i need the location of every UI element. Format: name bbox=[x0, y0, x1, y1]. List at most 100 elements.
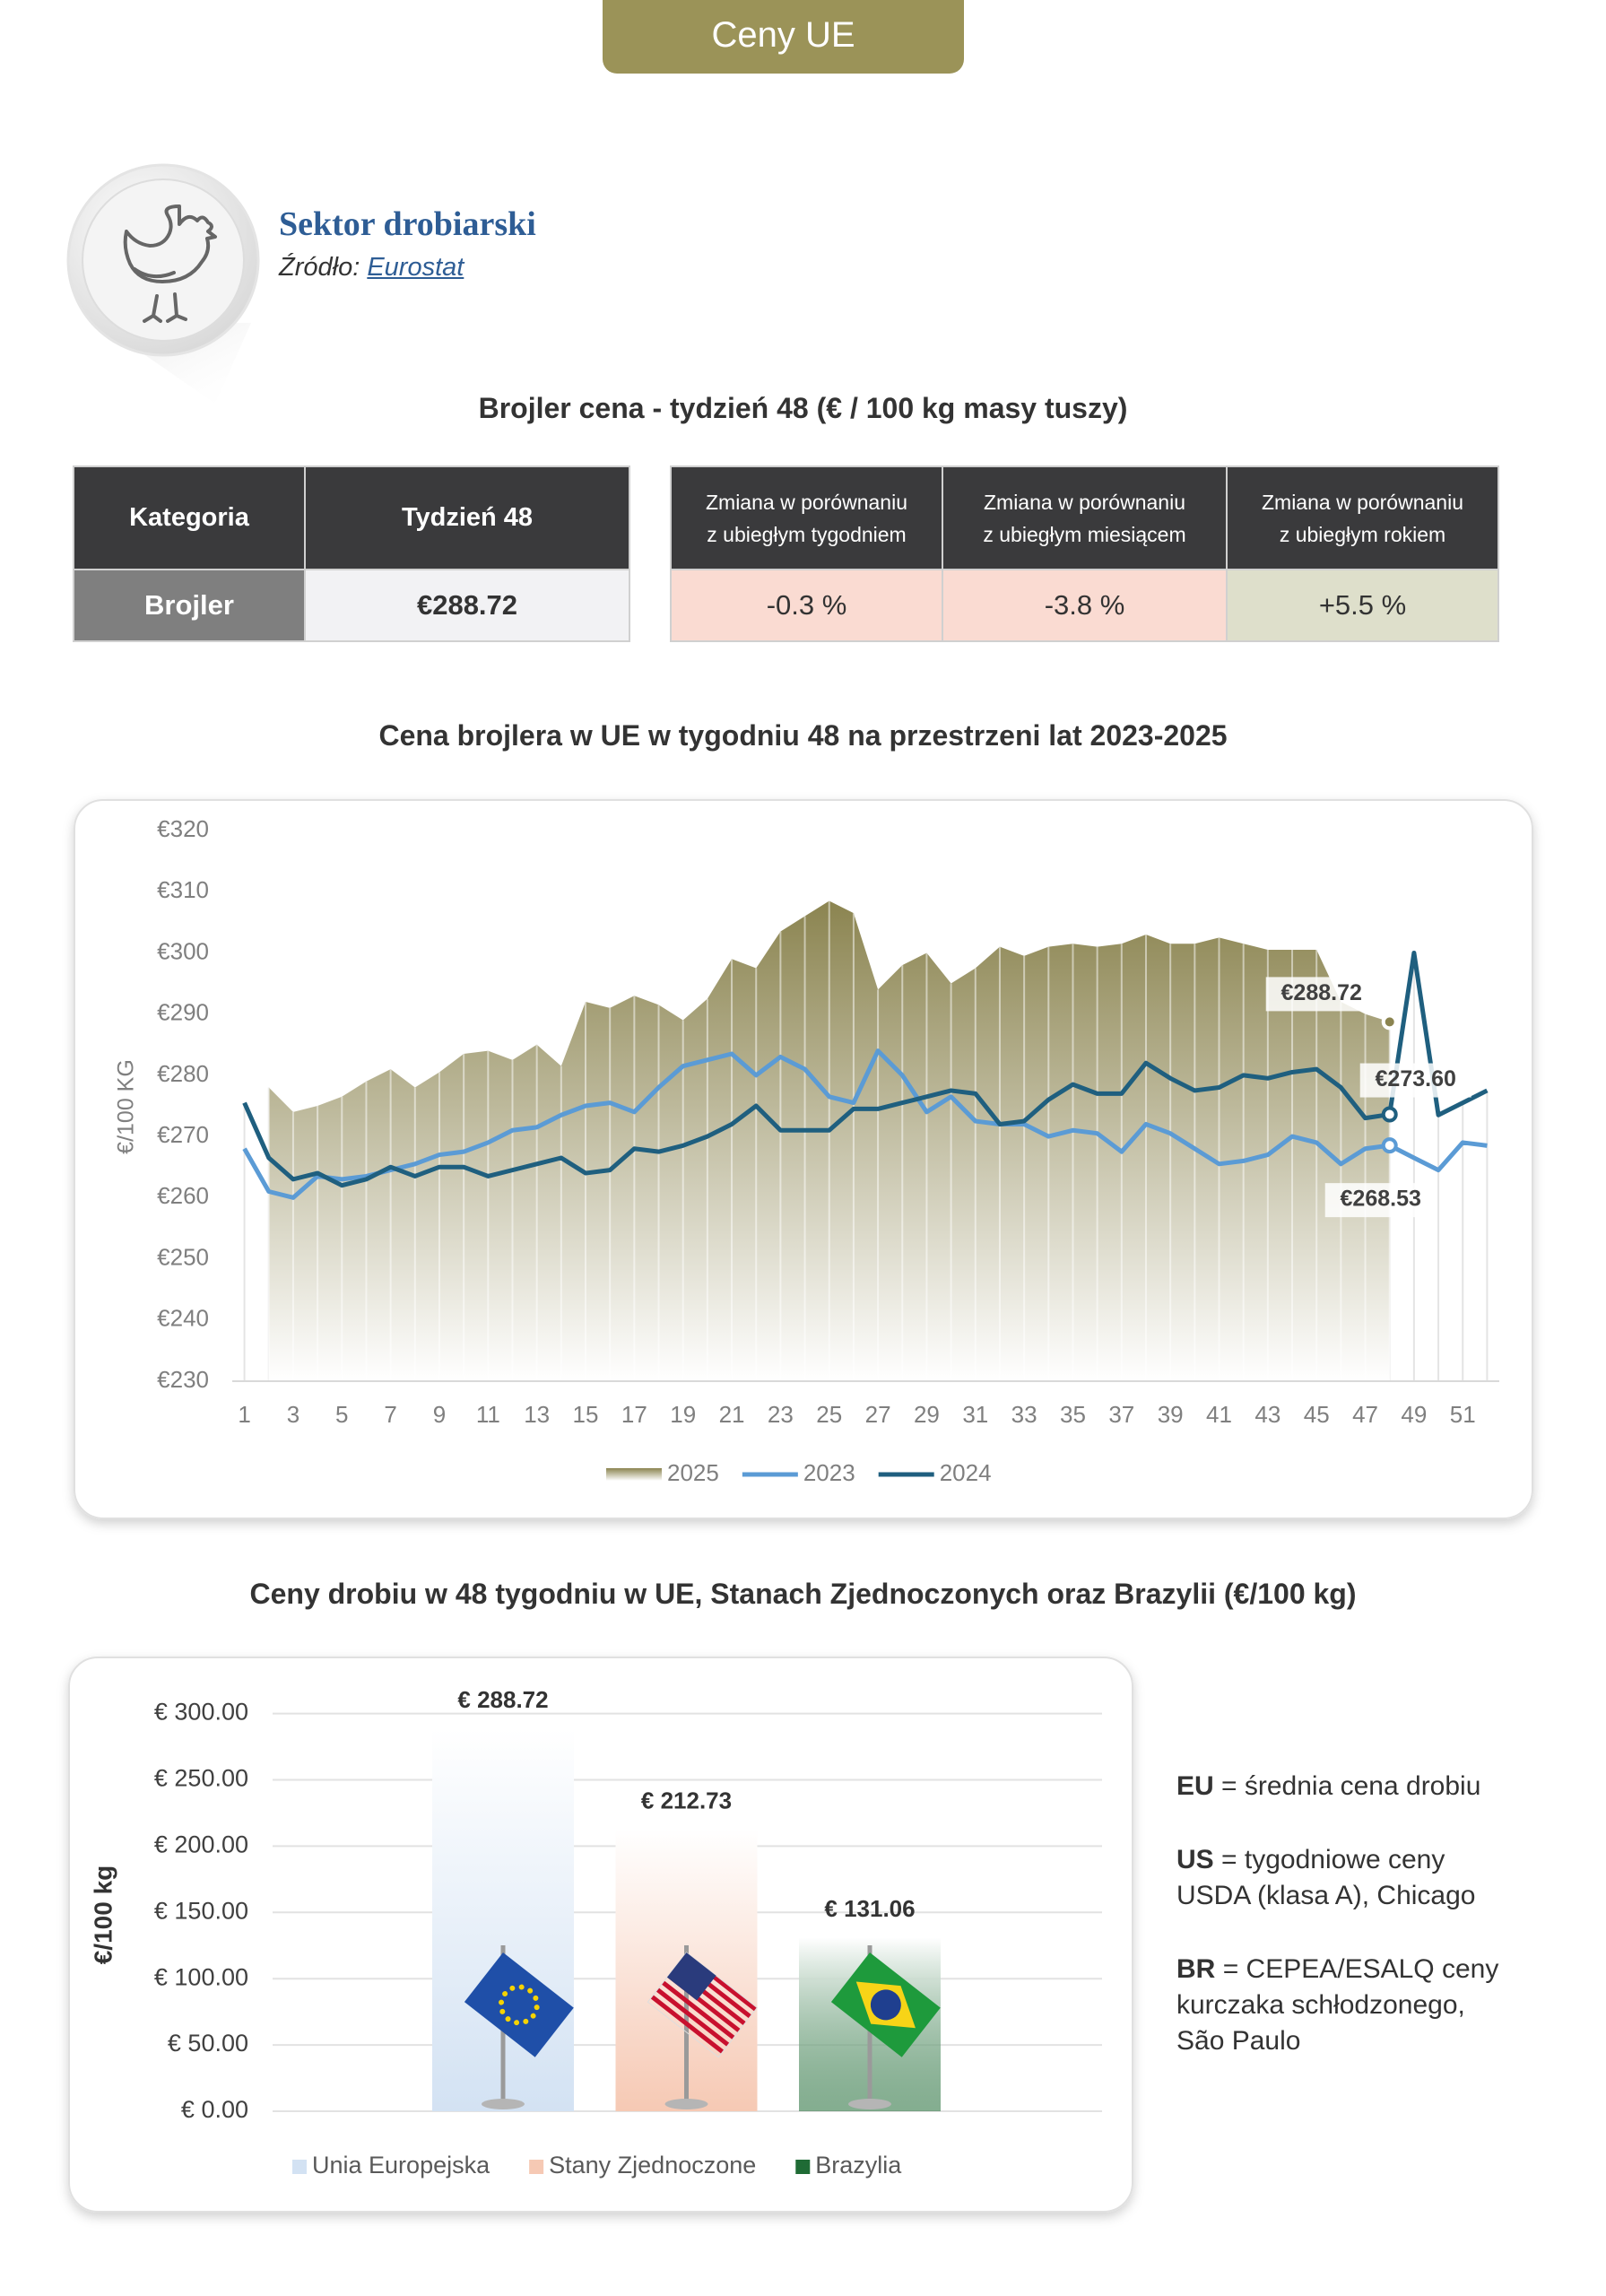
x-tick-label: 9 bbox=[433, 1401, 446, 1428]
data-label: € 131.06 bbox=[824, 1895, 915, 1922]
flag-star bbox=[502, 1991, 508, 1997]
legend-label: 2023 bbox=[803, 1459, 855, 1486]
point-marker bbox=[1381, 1013, 1398, 1031]
x-tick-label: 47 bbox=[1352, 1401, 1378, 1428]
header-line: z ubiegłym rokiem bbox=[1279, 522, 1446, 546]
flag-canton bbox=[666, 1952, 716, 2001]
table-header: Zmiana w porównaniu z ubiegłym miesiącem bbox=[942, 465, 1228, 570]
table-title: Brojler cena - tydzień 48 (€ / 100 kg ma… bbox=[478, 392, 1128, 424]
y-axis-title: €/100 KG bbox=[114, 1059, 139, 1154]
notes: EU = średnia cena drobiu US = tygodniowe … bbox=[1176, 1769, 1571, 2097]
chart-title: Cena brojlera w UE w tygodniu 48 na prze… bbox=[378, 719, 1228, 752]
x-tick-label: 25 bbox=[816, 1401, 842, 1428]
data-label: €273.60 bbox=[1376, 1066, 1456, 1091]
note-code: EU bbox=[1176, 1771, 1214, 1801]
flag bbox=[830, 1952, 941, 2057]
flag bbox=[464, 1952, 574, 2057]
legend-swatch bbox=[606, 1468, 662, 1481]
y-tick-label: €290 bbox=[157, 999, 209, 1026]
y-tick-label: € 300.00 bbox=[154, 1699, 248, 1726]
table-cell: -3.8 % bbox=[942, 569, 1228, 642]
x-tick-label: 43 bbox=[1254, 1401, 1280, 1428]
flag-stripe bbox=[647, 1952, 759, 2058]
note: BR = CEPEA/ESALQ ceny kurczaka schłodzone… bbox=[1176, 1952, 1571, 2059]
line-chart: €230 €240 €250 €260 €270 €280 €290 €300 €310 €320… bbox=[114, 815, 1499, 1486]
data-label-box bbox=[1265, 977, 1377, 1012]
data-label: € 288.72 bbox=[457, 1686, 548, 1713]
note-text: São Paulo bbox=[1176, 2026, 1301, 2056]
data-label: € 212.73 bbox=[641, 1787, 732, 1813]
legend-swatch bbox=[529, 2160, 544, 2174]
x-tick-label: 45 bbox=[1304, 1401, 1330, 1428]
y-tick-label: € 100.00 bbox=[154, 1963, 248, 1990]
y-tick-label: €270 bbox=[157, 1121, 209, 1148]
header-tab: Ceny UE bbox=[603, 0, 964, 74]
legend-swatch bbox=[292, 2160, 307, 2174]
flag-stripe bbox=[655, 1987, 730, 2047]
y-tick-label: €300 bbox=[157, 937, 209, 964]
flag-star bbox=[534, 2005, 540, 2011]
flag-star bbox=[514, 2020, 520, 2026]
y-tick-label: €230 bbox=[157, 1366, 209, 1393]
flag-star bbox=[533, 1995, 539, 2001]
x-tick-label: 51 bbox=[1450, 1401, 1476, 1428]
x-tick-label: 7 bbox=[384, 1401, 396, 1428]
y-tick-label: € 150.00 bbox=[154, 1897, 248, 1924]
section-title: Sektor drobiarski bbox=[279, 205, 536, 243]
x-tick-label: 13 bbox=[524, 1401, 550, 1428]
source-link[interactable]: Eurostat bbox=[367, 253, 464, 282]
table-cell: +5.5 % bbox=[1226, 569, 1499, 642]
note-text: kurczaka schłodzonego, bbox=[1176, 1990, 1465, 2020]
header-line: Zmiana w porównaniu bbox=[1261, 490, 1463, 514]
legend-label: Brazylia bbox=[815, 2152, 902, 2179]
y-tick-label: € 0.00 bbox=[181, 2096, 248, 2123]
x-tick-label: 49 bbox=[1401, 1401, 1427, 1428]
x-tick-label: 37 bbox=[1108, 1401, 1134, 1428]
legend-label: Unia Europejska bbox=[312, 2152, 490, 2179]
y-tick-label: € 200.00 bbox=[154, 1831, 248, 1858]
table-header: Zmiana w porównaniu z ubiegłym tygodniem bbox=[670, 465, 943, 570]
flag-star bbox=[499, 1999, 505, 2005]
note-text: = CEPEA/ESALQ ceny bbox=[1222, 1954, 1499, 1984]
line bbox=[242, 1048, 1488, 1200]
note-text: = tygodniowe ceny bbox=[1221, 1845, 1445, 1874]
y-axis-title: €/100 kg bbox=[89, 1866, 117, 1965]
x-tick-label: 23 bbox=[768, 1401, 794, 1428]
note: US = tygodniowe ceny USDA (klasa A), Chic… bbox=[1176, 1842, 1571, 1914]
table-header: Kategoria bbox=[73, 465, 306, 570]
x-tick-label: 17 bbox=[621, 1401, 647, 1428]
y-tick-label: €320 bbox=[157, 815, 209, 842]
note-text: = średnia cena drobiu bbox=[1221, 1771, 1481, 1801]
flag-base bbox=[482, 2099, 525, 2109]
x-tick-label: 33 bbox=[1011, 1401, 1037, 1428]
flag bbox=[647, 1952, 759, 2058]
table-cell: Brojler bbox=[73, 569, 306, 642]
y-tick-label: €280 bbox=[157, 1060, 209, 1087]
point-marker bbox=[1381, 1106, 1398, 1123]
chart-title: Ceny drobiu w 48 tygodniu w UE, Stanach … bbox=[249, 1578, 1357, 1610]
x-tick-label: 1 bbox=[238, 1401, 250, 1428]
data-label: €268.53 bbox=[1341, 1187, 1421, 1212]
data-label: €288.72 bbox=[1281, 980, 1362, 1005]
flag-star bbox=[530, 2013, 536, 2019]
sector-icon bbox=[66, 163, 260, 404]
flag-globe bbox=[870, 1989, 901, 2021]
flag-base bbox=[664, 2099, 708, 2109]
data-label-box bbox=[1359, 1063, 1471, 1098]
x-tick-label: 29 bbox=[914, 1401, 940, 1428]
flag-stripe bbox=[661, 1980, 735, 2040]
flag-cloth bbox=[464, 1952, 574, 2057]
x-tick-label: 21 bbox=[719, 1401, 745, 1428]
flag-star bbox=[527, 1987, 534, 1994]
x-tick-label: 39 bbox=[1158, 1401, 1184, 1428]
y-tick-label: €310 bbox=[157, 876, 209, 903]
legend-label: 2025 bbox=[667, 1459, 719, 1486]
x-tick-label: 19 bbox=[670, 1401, 696, 1428]
x-tick-label: 41 bbox=[1206, 1401, 1232, 1428]
x-tick-label: 5 bbox=[335, 1401, 348, 1428]
flag-star bbox=[523, 2018, 529, 2024]
table-cell: -0.3 % bbox=[670, 569, 943, 642]
header-line: Zmiana w porównaniu bbox=[983, 490, 1185, 514]
